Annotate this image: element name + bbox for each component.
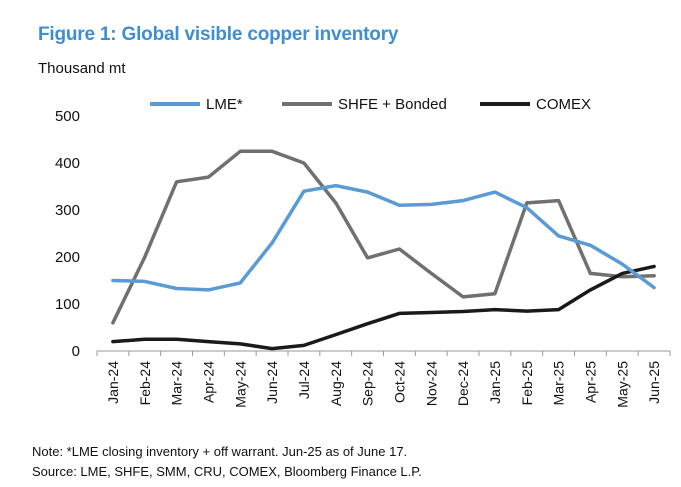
series-line-shfe-bonded	[111, 149, 656, 325]
x-axis-ticks: Jan-24 Feb-24 Mar-24 Apr-24 May-24 Jun-24 Jul-…	[96, 351, 671, 408]
footnote: Note: *LME closing inventory + off warra…	[32, 444, 408, 459]
x-tick-label: May-25	[614, 361, 630, 408]
legend-label: SHFE + Bonded	[338, 96, 447, 113]
chart-title: Figure 1: Global visible copper inventor…	[38, 24, 399, 45]
source-line: Source: LME, SHFE, SMM, CRU, COMEX, Bloo…	[32, 464, 422, 479]
x-tick-label: Apr-25	[582, 361, 598, 403]
y-tick-label: 300	[55, 202, 80, 219]
x-tick-label: Aug-24	[328, 361, 344, 406]
series-layer	[111, 149, 656, 351]
x-tick-label: Sep-24	[360, 361, 376, 406]
legend: LME* SHFE + Bonded COMEX	[150, 96, 591, 113]
legend-label: LME*	[206, 96, 243, 113]
y-tick-label: 400	[55, 155, 80, 172]
x-tick-label: May-24	[232, 361, 248, 408]
series-line-lme	[111, 183, 656, 292]
y-tick-label: 0	[72, 343, 80, 360]
series-line-comex	[111, 264, 656, 351]
y-axis-unit-label: Thousand mt	[38, 60, 126, 77]
legend-label: COMEX	[536, 96, 591, 113]
y-tick-label: 500	[55, 108, 80, 125]
y-axis-ticks: 0 100 200 300 400 500	[55, 108, 80, 360]
x-tick-label: Feb-24	[137, 361, 153, 406]
x-tick-label: Nov-24	[423, 361, 439, 406]
x-tick-label: Jun-24	[264, 361, 280, 404]
x-tick-label: Jun-25	[646, 361, 662, 404]
x-tick-label: Jan-24	[105, 361, 121, 404]
x-tick-label: Oct-24	[391, 361, 407, 403]
y-tick-label: 100	[55, 296, 80, 313]
x-tick-label: Jan-25	[487, 361, 503, 404]
x-tick-label: Apr-24	[200, 361, 216, 403]
y-tick-label: 200	[55, 249, 80, 266]
x-tick-label: Feb-25	[519, 361, 535, 406]
x-tick-label: Mar-25	[551, 361, 567, 406]
x-tick-label: Jul-24	[296, 361, 312, 399]
x-tick-label: Mar-24	[169, 361, 185, 406]
x-tick-label: Dec-24	[455, 361, 471, 406]
